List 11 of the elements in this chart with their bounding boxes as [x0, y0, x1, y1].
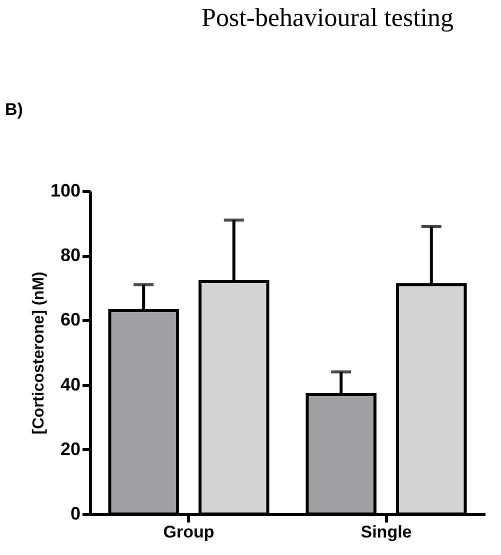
- chart-title: Post-behavioural testing: [201, 3, 454, 32]
- y-tick-label: 0: [70, 504, 80, 524]
- y-tick-label: 60: [60, 310, 80, 330]
- y-tick-label: 20: [60, 438, 80, 459]
- y-axis-title: [Corticosterone] (nM): [30, 272, 48, 434]
- y-tick-label: 40: [60, 374, 80, 394]
- x-tick-label: Single: [360, 522, 412, 542]
- y-tick-label: 100: [50, 180, 80, 200]
- x-tick-label: Group: [163, 522, 214, 542]
- y-tick-label: 80: [60, 245, 80, 266]
- text: B): [5, 100, 23, 119]
